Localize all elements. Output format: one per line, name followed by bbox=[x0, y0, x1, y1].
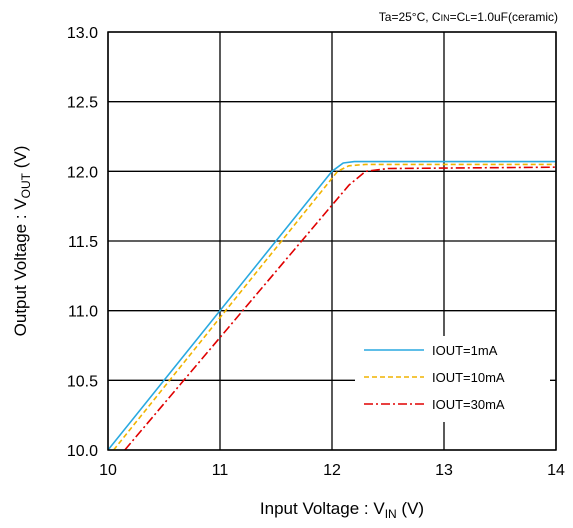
y-tick-label: 12.0 bbox=[67, 164, 98, 181]
legend-label-1: IOUT=1mA bbox=[432, 343, 498, 358]
x-tick-label: 14 bbox=[547, 462, 565, 479]
legend: IOUT=1mA IOUT=10mA IOUT=30mA bbox=[355, 336, 550, 422]
x-tick-label: 12 bbox=[323, 462, 341, 479]
y-tick-label: 12.5 bbox=[67, 95, 98, 112]
x-tick-label: 13 bbox=[435, 462, 453, 479]
x-tick-label: 10 bbox=[99, 462, 117, 479]
x-tick-label: 11 bbox=[212, 462, 229, 479]
test-conditions: Ta=25°C, CIN=CL=1.0uF(ceramic) bbox=[379, 10, 558, 24]
y-tick-label: 10.0 bbox=[67, 443, 98, 460]
legend-label-3: IOUT=30mA bbox=[432, 397, 505, 412]
x-axis-title: Input Voltage : VIN (V) bbox=[260, 499, 424, 521]
tick-labels: 10 11 12 13 14 10.0 10.5 11.0 11.5 12.0 12.5 13.0 bbox=[67, 25, 565, 479]
series-line-1 bbox=[107, 160, 556, 451]
series-line-3 bbox=[124, 166, 557, 451]
series-line-2 bbox=[112, 163, 556, 451]
y-tick-label: 11.5 bbox=[68, 234, 98, 251]
y-axis-title: Output Voltage : VOUT (V) bbox=[11, 146, 33, 337]
y-tick-label: 10.5 bbox=[67, 373, 98, 390]
series-lines bbox=[107, 160, 557, 451]
plot-frame bbox=[107, 31, 557, 451]
legend-label-2: IOUT=10mA bbox=[432, 370, 505, 385]
y-tick-label: 11.0 bbox=[68, 304, 98, 321]
y-tick-label: 13.0 bbox=[67, 25, 98, 42]
